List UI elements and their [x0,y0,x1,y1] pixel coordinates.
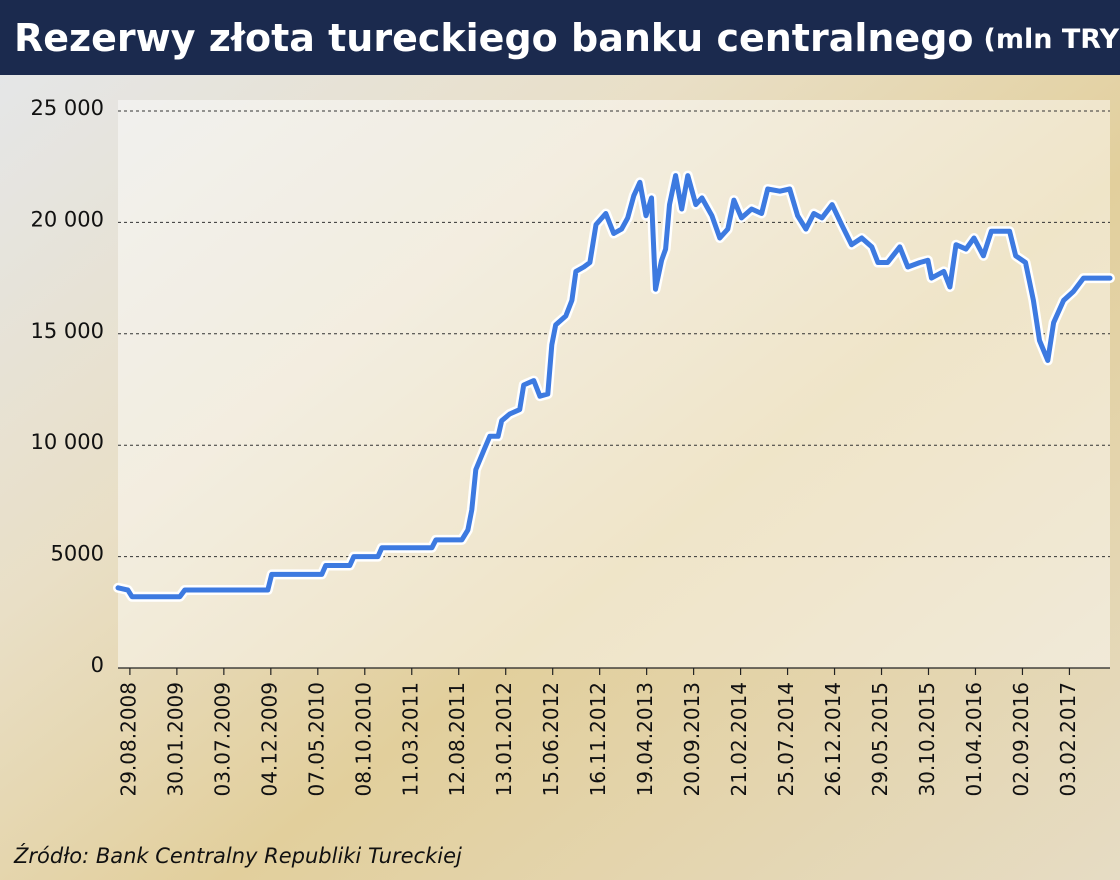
x-tick-label: 29.08.2008 [116,682,140,797]
x-tick-label: 26.12.2014 [821,682,845,797]
x-tick-label: 13.01.2012 [492,682,516,797]
x-tick-label: 30.01.2009 [163,682,187,797]
x-tick-label: 03.07.2009 [210,682,234,797]
title-bar [0,0,1120,75]
source: Źródło: Bank Centralny Republiki Turecki… [13,843,462,868]
x-tick-label: 21.02.2014 [727,682,751,797]
x-tick-label: 29.05.2015 [868,682,892,797]
y-tick-label: 5000 [51,542,104,566]
y-tick-label: 10 000 [31,430,104,454]
x-tick-label: 25.07.2014 [774,682,798,797]
x-tick-label: 16.11.2012 [586,682,610,797]
x-tick-label: 07.05.2010 [304,682,328,797]
x-tick-label: 03.02.2017 [1056,682,1080,797]
x-tick-label: 02.09.2016 [1009,682,1033,797]
x-tick-label: 19.04.2013 [633,682,657,797]
subtitle: (mln TRY) [984,24,1120,55]
x-tick-label: 01.04.2016 [962,682,986,797]
x-tick-label: 11.03.2011 [398,682,422,797]
x-tick-label: 30.10.2015 [915,682,939,797]
title-text: Rezerwy złota tureckiego banku centralne… [14,16,974,60]
chart-title: Rezerwy złota tureckiego banku centralne… [14,16,1120,60]
x-tick-label: 08.10.2010 [351,682,375,797]
line [115,173,1113,600]
y-tick-label: 25 000 [31,96,104,120]
x-tick-label: 20.09.2013 [680,682,704,797]
x-tick-label: 12.08.2011 [445,682,469,797]
x-tick-label: 04.12.2009 [257,682,281,797]
x-tick-label: 15.06.2012 [539,682,563,797]
y-tick-label: 15 000 [31,319,104,343]
y-tick-label: 0 [91,653,104,677]
y-tick-label: 20 000 [31,207,104,231]
